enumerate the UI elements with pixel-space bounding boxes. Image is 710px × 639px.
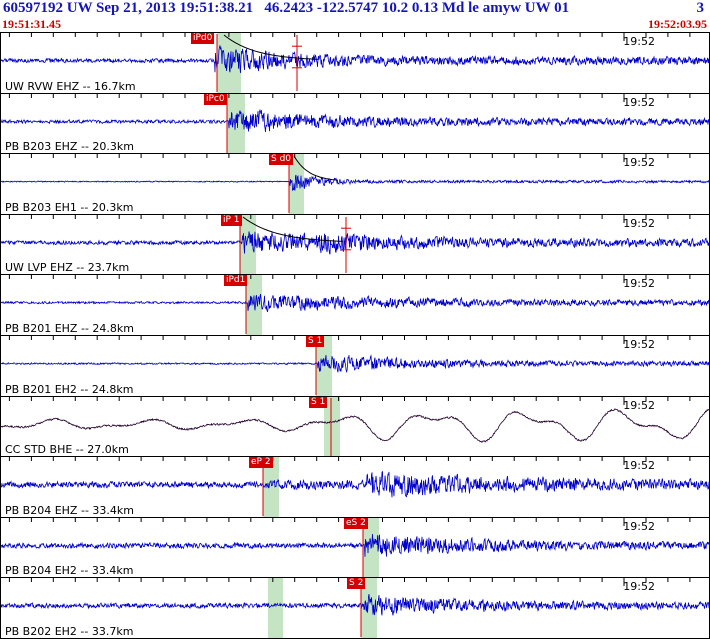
minute-label: 19:52	[623, 216, 655, 230]
phase-pick-flag[interactable]: S 2	[347, 578, 366, 590]
waveform-trace	[1, 174, 710, 192]
minute-label: 19:52	[623, 156, 655, 170]
station-label: UW LVP EHZ -- 23.7km	[5, 261, 130, 275]
minute-label: 19:52	[623, 337, 655, 351]
waveform-trace	[1, 108, 710, 132]
station-label: UW RVW EHZ -- 16.7km	[5, 79, 136, 93]
uncertainty-marker[interactable]	[341, 216, 351, 273]
time-ticks	[8, 93, 691, 102]
time-ticks	[8, 335, 691, 344]
time-ticks	[8, 275, 691, 284]
waveform-plot	[1, 396, 710, 456]
pick-highlight-band	[263, 457, 279, 517]
waveform-trace	[1, 594, 710, 616]
station-label: PB B203 EH1 -- 20.3km	[5, 200, 134, 214]
station-label: PB B203 EHZ -- 20.3km	[5, 140, 134, 154]
time-range-bar: 19:51:31.45 19:52:03.95	[0, 17, 710, 32]
trace-panel[interactable]: 19:52 PB B203 EHZ -- 20.3km iPc0	[1, 92, 710, 154]
waveform-trace	[1, 294, 710, 313]
station-label: PB B204 EH2 -- 33.4km	[5, 564, 134, 578]
waveform-plot	[1, 214, 710, 274]
station-label: PB B202 EH2 -- 33.7km	[5, 624, 134, 638]
phase-pick-flag[interactable]: eP 2	[249, 457, 273, 469]
time-ticks	[8, 154, 691, 163]
waveform-trace	[1, 45, 710, 74]
pick-highlight-band	[227, 93, 245, 154]
minute-label: 19:52	[623, 95, 655, 109]
coda-decay-curve	[242, 216, 344, 242]
phase-pick-flag[interactable]: S d0	[269, 154, 294, 166]
phase-pick-flag[interactable]: eS 2	[344, 517, 368, 529]
time-ticks	[8, 578, 691, 587]
minute-label: 19:52	[623, 580, 655, 594]
pick-highlight-band	[361, 578, 377, 638]
trace-panel[interactable]: 19:52 PB B202 EH2 -- 33.7km S 2	[1, 577, 710, 638]
waveform-plot	[1, 93, 710, 153]
minute-label: 19:52	[623, 35, 655, 48]
time-ticks	[8, 33, 691, 41]
window-end-time: 19:52:03.95	[648, 17, 707, 31]
trace-list: 19:52 UW RVW EHZ -- 16.7km iPd0 19:52 PB…	[0, 32, 710, 639]
event-header: 60597192 UW Sep 21, 2013 19:51:38.21 46.…	[0, 0, 710, 17]
uncertainty-marker[interactable]	[292, 35, 302, 91]
trace-group-count: 3	[696, 0, 705, 16]
pick-highlight-band	[240, 214, 256, 275]
phase-pick-flag[interactable]: S 1	[306, 335, 325, 347]
trace-panel[interactable]: 19:52 PB B201 EHZ -- 24.8km iPd1	[1, 274, 710, 335]
phase-pick-flag[interactable]: iPd0	[191, 33, 215, 44]
time-ticks	[8, 517, 691, 526]
pick-highlight-band	[316, 335, 332, 396]
pick-highlight-band	[268, 578, 283, 638]
waveform-trace	[1, 231, 710, 255]
trace-panel[interactable]: 19:52 UW LVP EHZ -- 23.7km iP 1	[1, 213, 710, 275]
trace-panel[interactable]: 19:52 PB B201 EH2 -- 24.8km S 1	[1, 334, 710, 396]
waveform-plot	[1, 578, 710, 638]
minute-label: 19:52	[623, 398, 655, 412]
trace-panel[interactable]: 19:52 PB B204 EHZ -- 33.4km eP 2	[1, 456, 710, 517]
pick-highlight-band	[246, 275, 262, 335]
coda-decay-curve	[223, 34, 319, 60]
trace-panel[interactable]: 19:52 UW RVW EHZ -- 16.7km iPd0	[1, 32, 710, 93]
time-ticks	[8, 457, 691, 466]
time-ticks	[8, 214, 691, 223]
waveform-trace	[1, 470, 710, 498]
station-label: PB B201 EHZ -- 24.8km	[5, 321, 134, 335]
coda-decay-curve	[293, 155, 339, 181]
phase-pick-flag[interactable]: iPc0	[204, 93, 227, 105]
trace-panel[interactable]: 19:52 PB B203 EH1 -- 20.3km S d0	[1, 153, 710, 214]
waveform-trace	[1, 533, 710, 557]
minute-label: 19:52	[623, 459, 655, 473]
pick-highlight-band	[324, 396, 340, 457]
phase-pick-flag[interactable]: iP 1	[221, 214, 242, 226]
station-label: PB B204 EHZ -- 33.4km	[5, 503, 134, 517]
trace-panel[interactable]: 19:52 CC STD BHE -- 27.0km S 1	[1, 395, 710, 457]
station-label: CC STD BHE -- 27.0km	[5, 443, 129, 457]
phase-pick-flag[interactable]: S 1	[309, 396, 328, 408]
window-start-time: 19:51:31.45	[2, 17, 61, 31]
minute-label: 19:52	[623, 519, 655, 533]
time-ticks	[8, 396, 691, 405]
waveform-trace	[1, 354, 710, 374]
station-label: PB B201 EH2 -- 24.8km	[5, 382, 134, 396]
phase-pick-flag[interactable]: iPd1	[224, 275, 248, 287]
trace-panel[interactable]: 19:52 PB B204 EH2 -- 33.4km eS 2	[1, 516, 710, 578]
minute-label: 19:52	[623, 277, 655, 291]
waveform-plot	[1, 275, 710, 335]
event-summary: 60597192 UW Sep 21, 2013 19:51:38.21 46.…	[3, 0, 570, 16]
waveform-trace	[1, 406, 710, 443]
